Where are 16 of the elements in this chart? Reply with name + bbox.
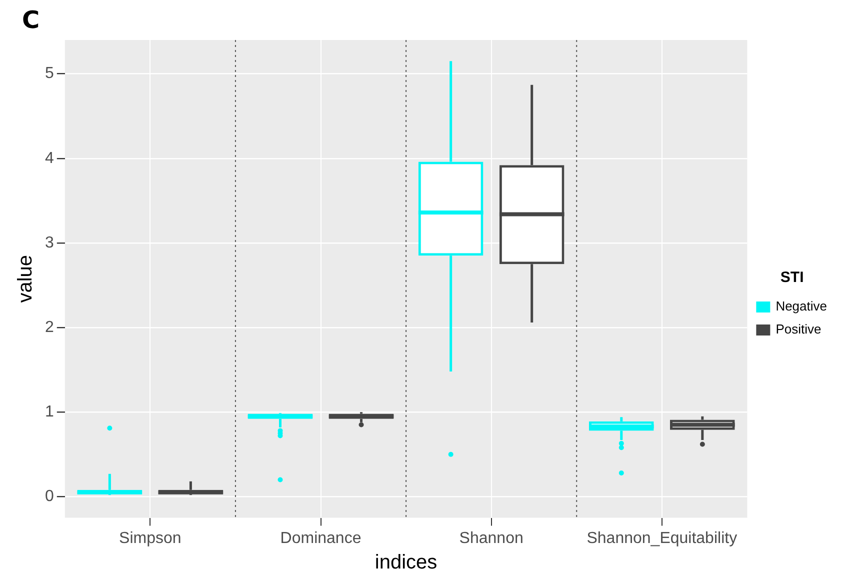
legend-title: STI — [780, 269, 804, 286]
x-tick-label: Shannon_Equitability — [586, 530, 738, 547]
y-tick-label: 3 — [44, 234, 54, 252]
y-tick-label: 0 — [44, 488, 54, 506]
y-tick-label: 5 — [44, 65, 54, 82]
chart-title: C — [22, 6, 40, 34]
y-axis-title: value — [14, 254, 37, 303]
legend-label: Positive — [776, 322, 822, 337]
x-tick-label: Dominance — [280, 530, 362, 547]
y-tick-label: 4 — [44, 150, 54, 167]
y-tick-label: 1 — [44, 404, 54, 420]
x-tick-label: Shannon — [459, 530, 524, 547]
y-tick-label: 2 — [44, 318, 54, 336]
x-tick-label: Simpson — [119, 530, 182, 547]
legend-label: Negative — [776, 298, 828, 314]
x-axis-title: indices — [374, 552, 438, 574]
